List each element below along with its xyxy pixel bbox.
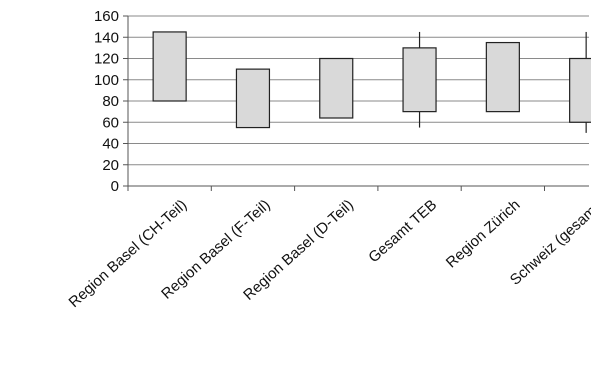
boxes bbox=[152, 31, 591, 133]
box bbox=[319, 57, 354, 119]
box bbox=[569, 57, 591, 123]
y-tick-label: 0 bbox=[111, 178, 119, 195]
x-category-label: Region Zürich bbox=[443, 196, 524, 271]
x-category-label: Gesamt TEB bbox=[365, 196, 440, 266]
y-tick-label: 20 bbox=[102, 157, 119, 174]
y-tick-label: 40 bbox=[102, 136, 119, 153]
box bbox=[235, 68, 271, 129]
box bbox=[485, 41, 520, 113]
y-tick-label: 80 bbox=[102, 93, 119, 110]
y-axis-ticks: 0 20 40 60 80 100 120 140 160 bbox=[94, 8, 128, 195]
y-tick-label: 140 bbox=[94, 29, 119, 46]
box bbox=[152, 31, 187, 102]
x-axis-labels: Region Basel (CH-Teil)Region Basel (F-Te… bbox=[66, 196, 591, 311]
y-tick-label: 60 bbox=[102, 114, 119, 131]
y-tick-label: 160 bbox=[94, 8, 119, 25]
y-tick-label: 100 bbox=[94, 72, 119, 89]
y-tick-label: 120 bbox=[94, 51, 119, 68]
box bbox=[402, 47, 437, 113]
gridlines bbox=[128, 15, 589, 166]
